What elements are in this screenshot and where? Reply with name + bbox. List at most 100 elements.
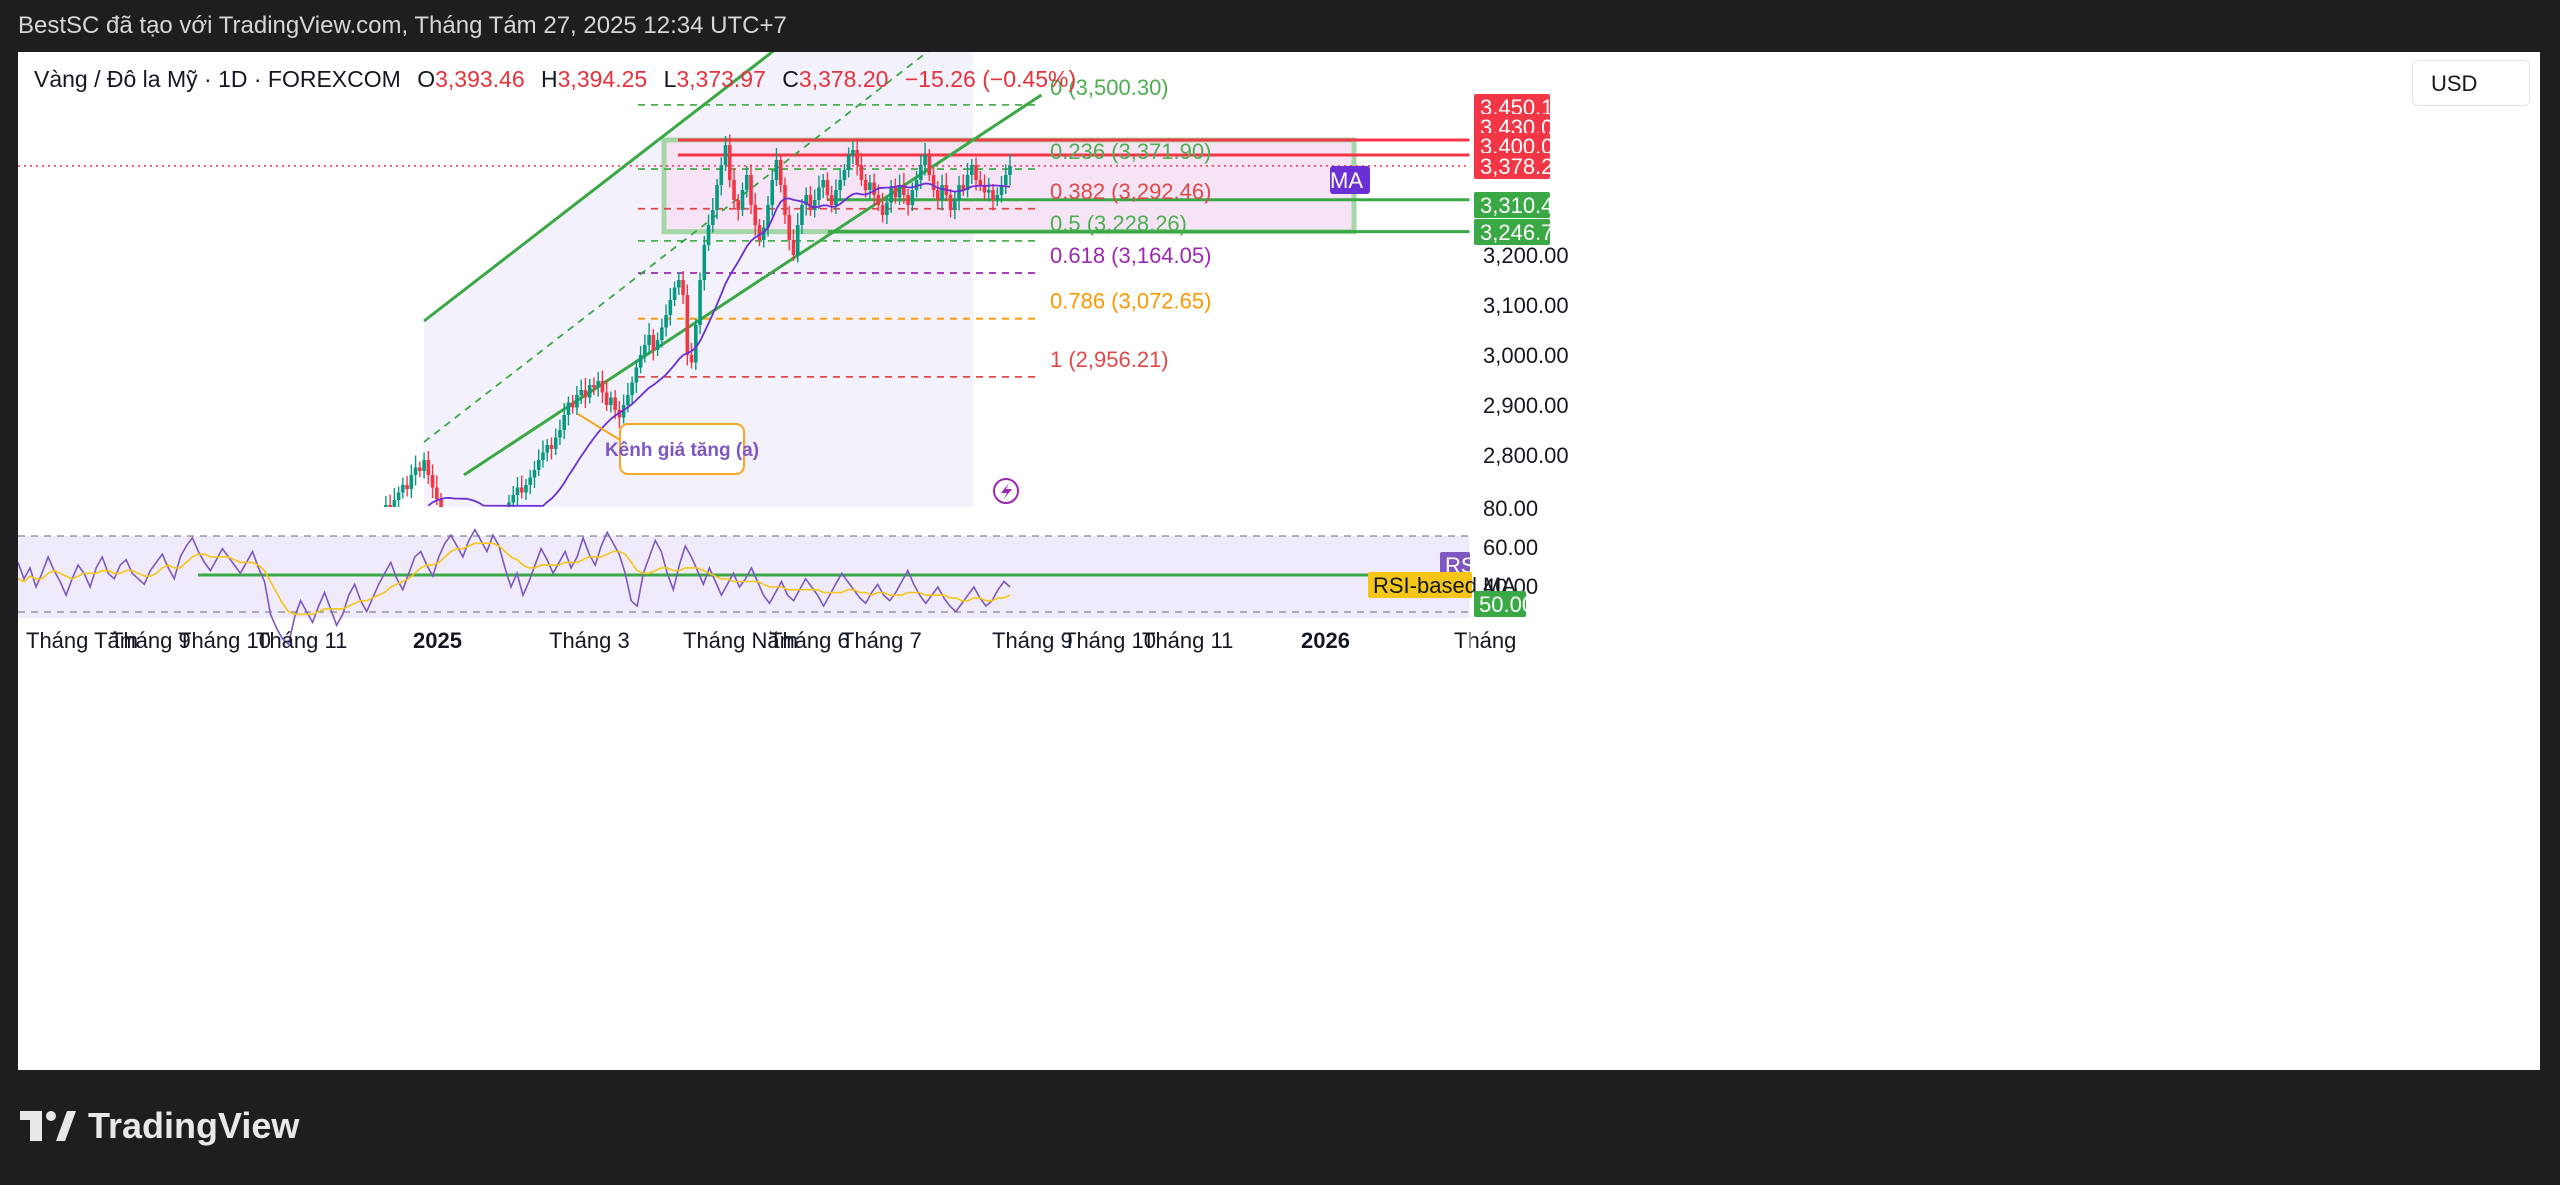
- candle-body-90: [630, 382, 634, 395]
- time-tick-10: Tháng 10: [1063, 628, 1156, 653]
- candle-body-136: [825, 180, 830, 195]
- candle-body-179: [1008, 166, 1012, 175]
- candle-body-39: [413, 467, 418, 475]
- price-tick-1: 2,900.00: [1483, 393, 1569, 418]
- candle-body-158: [919, 165, 923, 180]
- candle-body-95: [651, 335, 656, 350]
- candle-body-86: [613, 397, 617, 410]
- candle-body-114: [732, 180, 736, 200]
- price-tick-4: 3,200.00: [1483, 243, 1569, 268]
- candle-body-165: [948, 195, 953, 210]
- candle-body-129: [795, 225, 800, 255]
- price-tick-2: 3,000.00: [1483, 343, 1569, 368]
- symbol-name[interactable]: Vàng / Đô la Mỹ · 1D · FOREXCOM: [34, 66, 401, 92]
- candle-body-66: [528, 477, 533, 485]
- brand-name: TradingView: [88, 1105, 300, 1146]
- candle-body-126: [783, 185, 787, 215]
- time-tick-0: Tháng Tám: [26, 628, 138, 653]
- candle-body-137: [829, 195, 834, 205]
- candle-body-116: [740, 190, 745, 210]
- time-tick-1: Tháng 9: [110, 628, 191, 653]
- candle-body-34: [392, 500, 397, 507]
- high-label: H: [541, 66, 558, 92]
- candle-body-77: [575, 395, 579, 408]
- candle-body-154: [902, 185, 906, 195]
- annotation-pointer: [577, 413, 621, 441]
- ma-tag-label: MA: [1330, 168, 1363, 193]
- candle-body-100: [672, 287, 677, 300]
- candle-body-73: [558, 430, 562, 438]
- candle-body-123: [770, 180, 775, 205]
- ma-tag-bg: [1330, 166, 1370, 194]
- candle-body-96: [655, 340, 660, 350]
- candle-body-145: [863, 180, 868, 190]
- candle-body-163: [940, 185, 944, 200]
- candle-body-62: [511, 495, 516, 503]
- price-tag-bg-5: [1474, 219, 1550, 245]
- candle-body-143: [855, 150, 859, 165]
- candle-body-110: [715, 185, 719, 210]
- time-tick-12: 2026: [1301, 628, 1350, 653]
- candle-body-97: [660, 327, 664, 340]
- candle-body-115: [736, 200, 741, 210]
- candle-body-45: [439, 499, 443, 507]
- chart-panel[interactable]: 0 (3,500.30) 0.236 (3,371.90) 0.382 (3,292…: [18, 52, 2540, 1070]
- moving-average-line: [427, 182, 1011, 507]
- candle-body-155: [906, 195, 910, 205]
- chart-canvas[interactable]: 0 (3,500.30) 0.236 (3,371.90) 0.382 (3,292…: [18, 52, 2540, 1070]
- candle-body-157: [914, 180, 919, 190]
- candle-body-94: [647, 335, 651, 345]
- candle-body-173: [982, 185, 987, 193]
- time-tick-11: Tháng 11: [1142, 628, 1233, 653]
- candle-body-152: [893, 187, 898, 198]
- price-tag-bg-4: [1474, 192, 1550, 218]
- candle-body-171: [974, 165, 978, 180]
- candle-body-61: [507, 502, 511, 507]
- price-tag-bg-0: [1474, 94, 1550, 120]
- candle-body-133: [812, 200, 817, 210]
- time-tick-2: Tháng 10: [178, 628, 271, 653]
- candle-body-150: [885, 202, 889, 215]
- candle-body-88: [621, 405, 626, 418]
- candle-body-85: [609, 397, 613, 405]
- candle-body-138: [834, 190, 838, 205]
- price-tag-bg-3: [1474, 153, 1550, 179]
- candle-body-101: [677, 280, 681, 288]
- candle-body-82: [596, 381, 600, 388]
- candle-body-107: [702, 245, 707, 280]
- candle-body-32: [384, 505, 388, 507]
- candle-body-172: [978, 180, 983, 185]
- candle-body-127: [787, 215, 792, 240]
- attribution-text: BestSC đã tạo với TradingView.com, Tháng…: [18, 12, 787, 39]
- candle-body-76: [570, 402, 575, 408]
- candle-body-67: [532, 470, 537, 478]
- candle-body-132: [808, 195, 813, 210]
- candle-body-149: [880, 205, 885, 215]
- candle-body-139: [838, 180, 842, 190]
- fib-label-0: 0 (3,500.30): [1050, 75, 1169, 100]
- rsi-tag-bg-0: [1440, 552, 1470, 578]
- candle-body-170: [969, 165, 974, 175]
- candle-body-109: [710, 210, 715, 225]
- candle-body-168: [961, 185, 966, 190]
- candle-body-119: [753, 205, 758, 225]
- candle-body-81: [592, 385, 596, 388]
- candle-body-37: [405, 485, 409, 489]
- tradingview-logo-icon: [20, 1111, 76, 1141]
- candle-body-35: [396, 492, 401, 500]
- candle-body-166: [953, 200, 957, 210]
- candle-body-84: [604, 392, 609, 405]
- candle-body-121: [761, 227, 766, 240]
- currency-button[interactable]: USD: [2412, 60, 2530, 106]
- lightning-icon: [993, 478, 1019, 504]
- candle-body-125: [778, 160, 783, 185]
- candle-body-177: [999, 185, 1004, 195]
- rsi-series-0: [18, 527, 1011, 646]
- time-tick-13: Tháng: [1454, 628, 1516, 653]
- candle-body-92: [638, 355, 643, 368]
- annotation-label: Kênh giá tăng (a): [605, 440, 759, 461]
- candle-body-146: [868, 182, 872, 190]
- candle-body-130: [800, 205, 804, 225]
- candle-body-111: [719, 165, 724, 185]
- candle-body-93: [643, 345, 647, 355]
